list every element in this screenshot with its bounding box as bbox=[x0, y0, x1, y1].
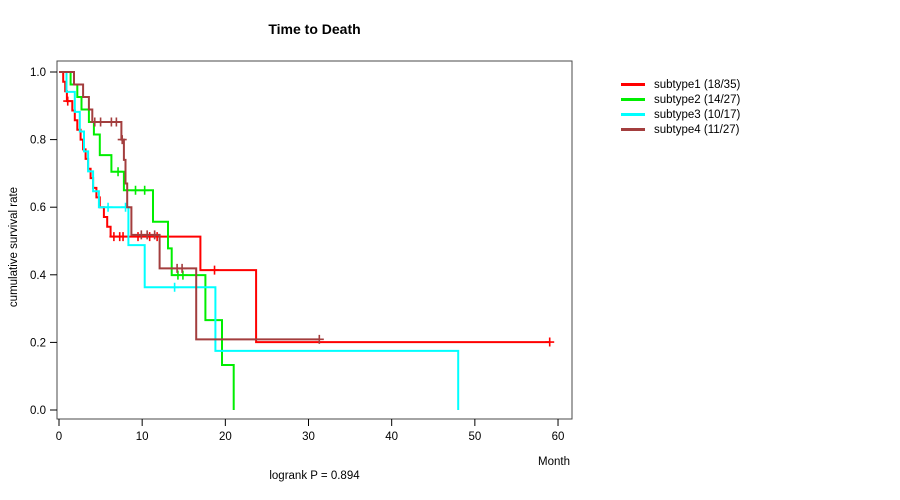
x-tick-label: 30 bbox=[302, 431, 315, 443]
censor-mark-subtype1 bbox=[118, 232, 128, 242]
legend-item-subtype3: subtype3 (10/17) bbox=[621, 107, 740, 122]
legend-line-swatch-subtype3 bbox=[621, 113, 645, 116]
x-tick-label: 0 bbox=[56, 431, 62, 443]
chart-title: Time to Death bbox=[268, 21, 361, 37]
x-tick-label: 50 bbox=[468, 431, 481, 443]
censor-mark-subtype4 bbox=[96, 117, 106, 127]
x-tick-label: 40 bbox=[385, 431, 398, 443]
censor-mark-subtype1 bbox=[63, 96, 73, 106]
censor-mark-subtype1 bbox=[545, 337, 555, 347]
plot-frame bbox=[56, 60, 573, 420]
censor-mark-subtype4 bbox=[177, 263, 187, 273]
censor-mark-subtype2 bbox=[178, 270, 188, 280]
x-tick-label: 60 bbox=[552, 431, 565, 443]
censor-mark-subtype3 bbox=[103, 202, 113, 212]
legend: subtype1 (18/35) subtype2 (14/27) subtype3… bbox=[621, 77, 740, 137]
censor-mark-subtype4 bbox=[314, 334, 324, 344]
x-tick-label: 10 bbox=[136, 431, 149, 443]
legend-line-swatch-subtype2 bbox=[621, 98, 645, 101]
censor-mark-subtype1 bbox=[210, 265, 220, 275]
km-curve-subtype2 bbox=[59, 71, 235, 410]
censor-mark-subtype3 bbox=[170, 282, 180, 292]
legend-item-subtype1: subtype1 (18/35) bbox=[621, 77, 740, 92]
y-tick-label: 0.2 bbox=[30, 337, 46, 349]
y-tick-label: 0.4 bbox=[30, 270, 47, 282]
censor-mark-subtype2 bbox=[131, 185, 141, 195]
legend-label-subtype1: subtype1 (18/35) bbox=[654, 78, 741, 91]
legend-item-subtype2: subtype2 (14/27) bbox=[621, 92, 740, 107]
censor-mark-subtype2 bbox=[140, 185, 150, 195]
legend-label-subtype4: subtype4 (11/27) bbox=[654, 123, 740, 136]
y-tick-label: 0.6 bbox=[30, 202, 46, 214]
legend-item-subtype4: subtype4 (11/27) bbox=[621, 122, 740, 137]
logrank-pvalue-note: logrank P = 0.894 bbox=[269, 470, 360, 482]
legend-label-subtype2: subtype2 (14/27) bbox=[654, 93, 741, 106]
censor-mark-subtype4 bbox=[111, 117, 121, 127]
censor-mark-subtype4 bbox=[117, 135, 127, 145]
x-tick-label: 20 bbox=[219, 431, 232, 443]
censor-mark-subtype2 bbox=[113, 167, 123, 177]
y-tick-label: 0.0 bbox=[30, 405, 46, 417]
km-curve-subtype3 bbox=[59, 71, 460, 410]
legend-line-swatch-subtype1 bbox=[621, 83, 645, 86]
x-axis-label: Month bbox=[538, 456, 570, 468]
km-curve-subtype4 bbox=[59, 71, 320, 341]
censor-mark-subtype4 bbox=[150, 230, 160, 240]
legend-label-subtype3: subtype3 (10/17) bbox=[654, 108, 741, 121]
legend-line-swatch-subtype4 bbox=[621, 128, 645, 131]
y-tick-label: 1.0 bbox=[30, 67, 46, 79]
y-tick-label: 0.8 bbox=[30, 135, 46, 147]
km-curve-subtype1 bbox=[59, 71, 550, 344]
